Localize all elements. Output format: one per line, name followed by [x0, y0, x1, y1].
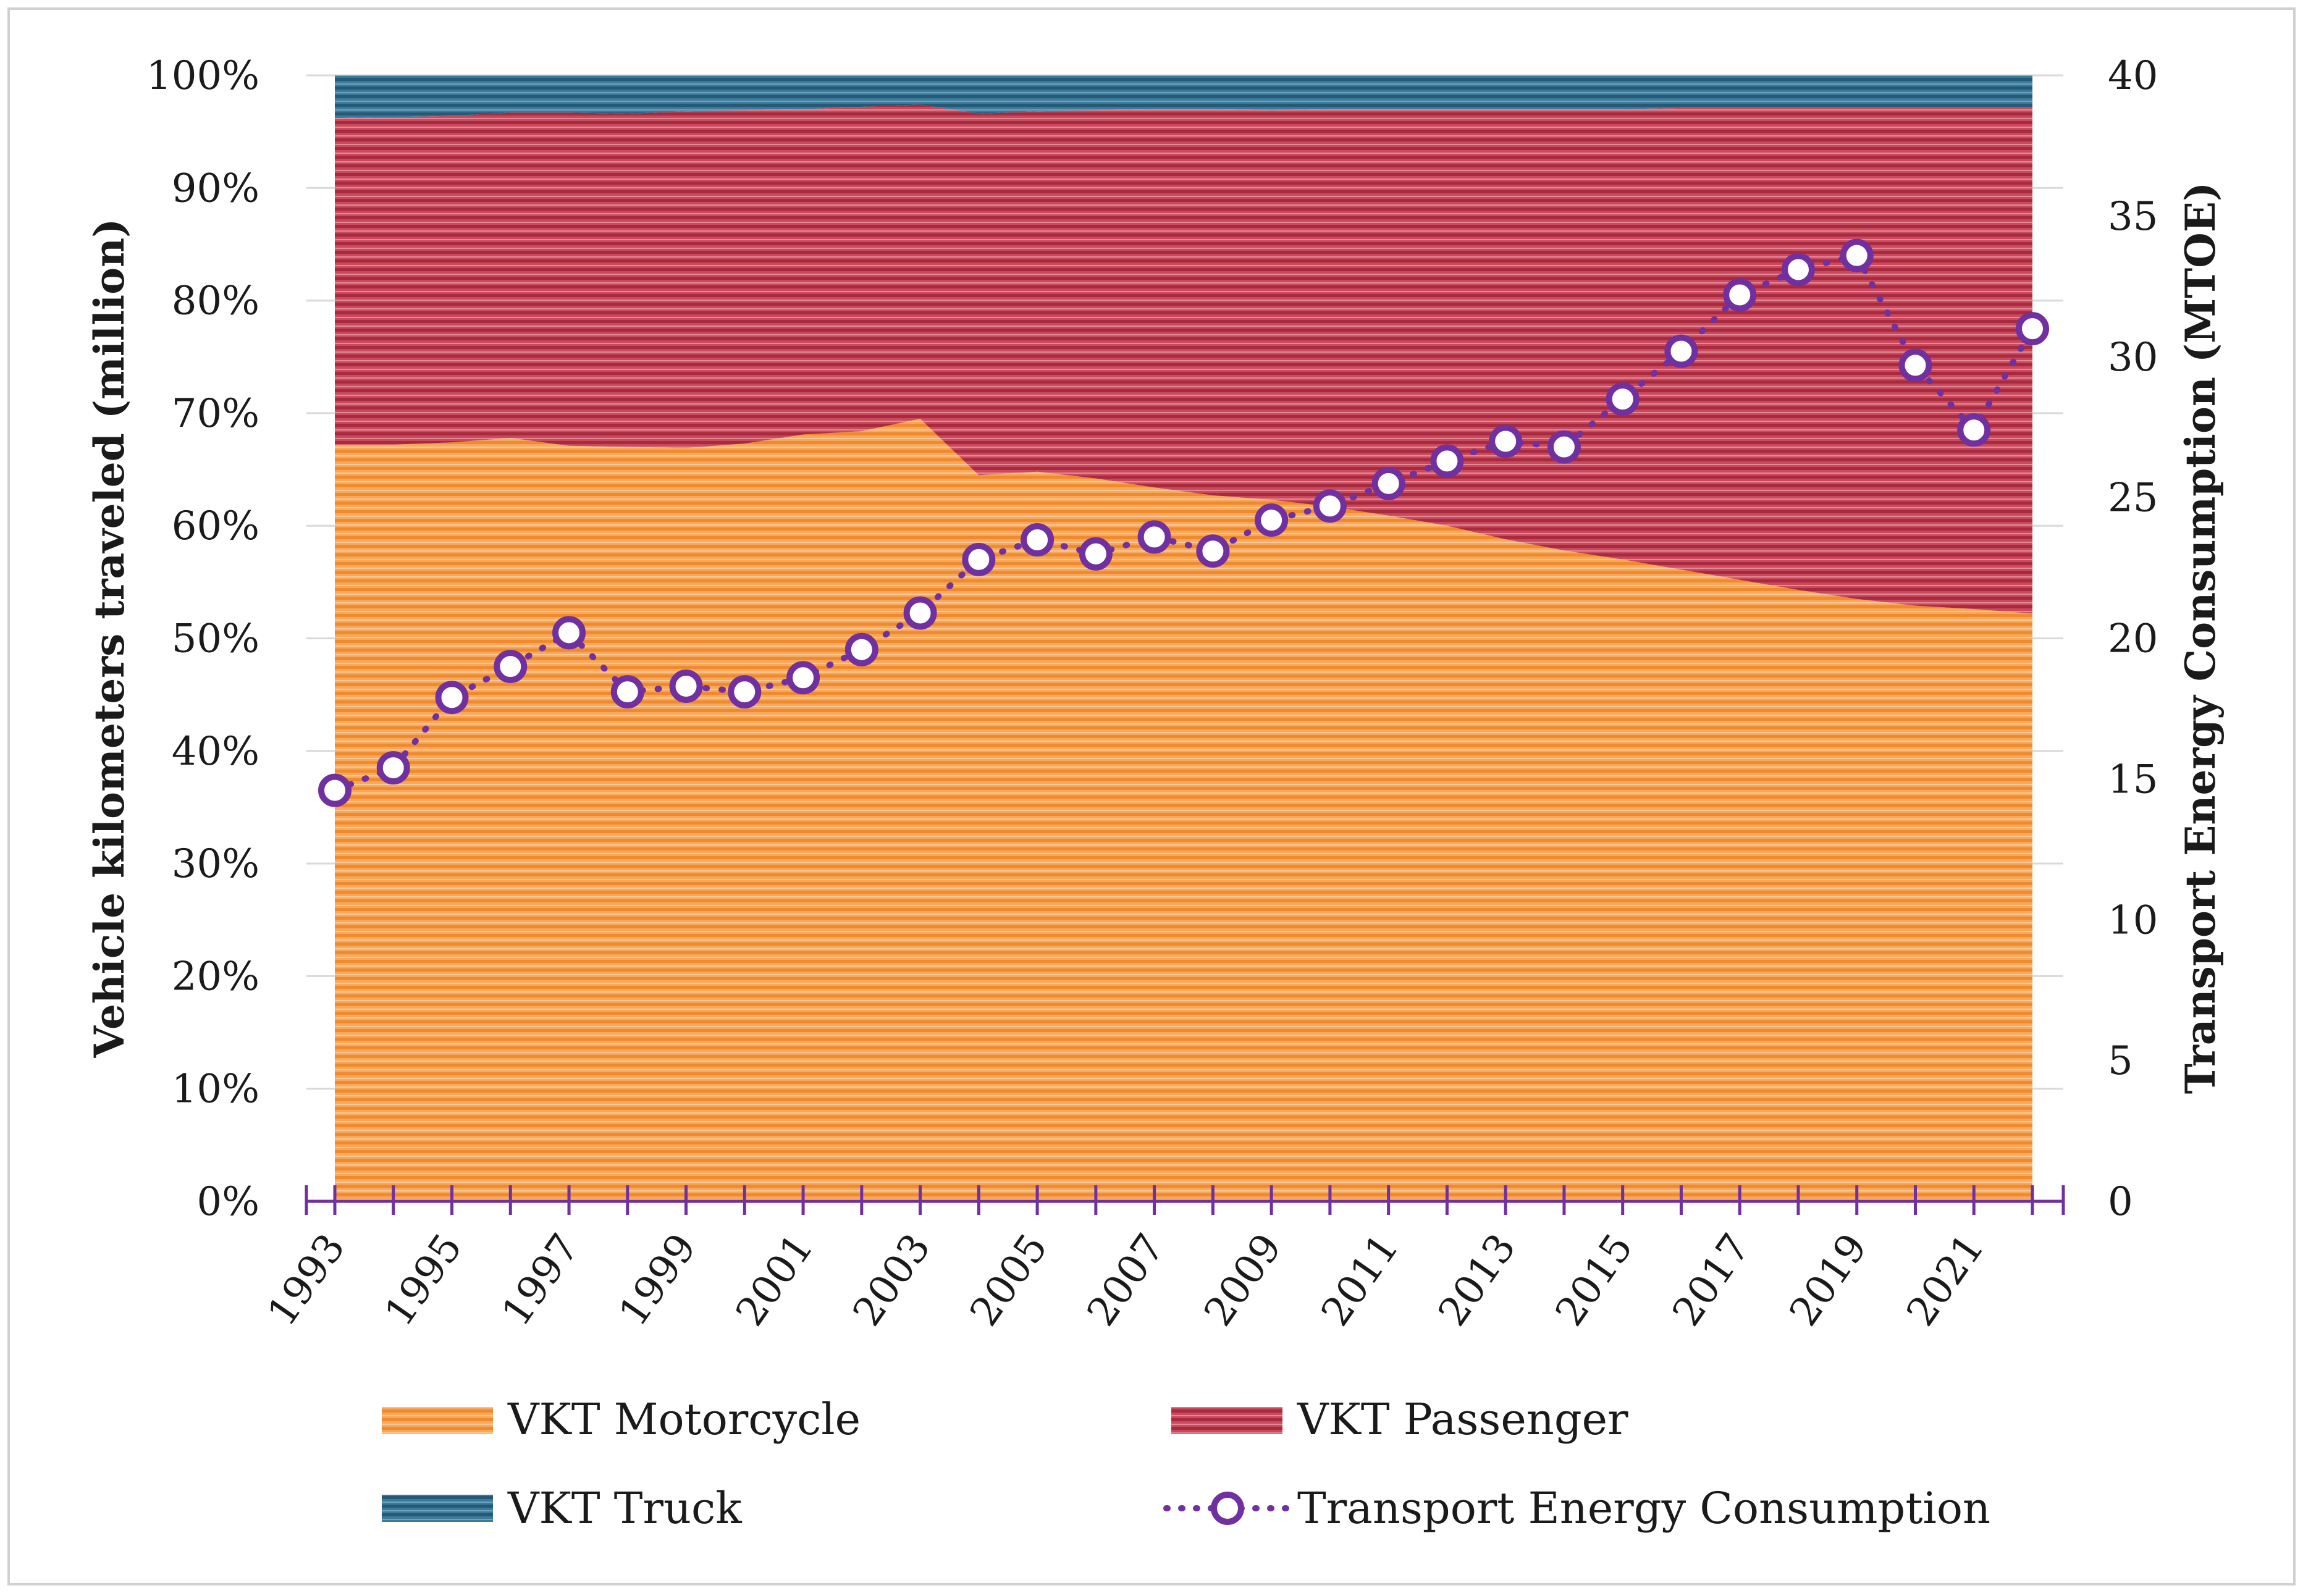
energy-point	[1489, 424, 1523, 458]
y2-axis-title: Transport Energy Consumption (MTOE)	[2176, 182, 2225, 1094]
y2-tick-label: 10	[2108, 897, 2158, 943]
energy-line	[318, 238, 2049, 807]
y-tick-label: 10%	[172, 1067, 259, 1112]
energy-point	[1898, 348, 1932, 382]
y2-tick-label: 5	[2108, 1038, 2133, 1084]
y-tick-label: 0%	[196, 1179, 259, 1225]
energy-point	[2016, 312, 2049, 346]
y2-tick-label: 35	[2108, 194, 2158, 240]
y2-axis-ticks: 0 5 10 15 20 25 30 35 40	[2108, 53, 2158, 1225]
y-tick-label: 50%	[172, 616, 259, 662]
y2-tick-label: 20	[2108, 616, 2158, 662]
energy-point	[1079, 537, 1113, 571]
energy-point	[1371, 466, 1405, 500]
y-axis-ticks: 0% 10% 20% 30% 40% 50% 60% 70% 80% 90% 100%	[146, 53, 259, 1225]
energy-point	[669, 669, 703, 703]
legend-label-motorcycle: VKT Motorcycle	[507, 1394, 861, 1445]
energy-point	[1137, 520, 1171, 554]
energy-point	[318, 773, 352, 807]
legend-label-truck: VKT Truck	[507, 1483, 742, 1534]
energy-point	[962, 542, 996, 576]
stacked-areas	[335, 75, 2032, 1201]
area-passenger	[335, 104, 2032, 614]
energy-point	[1957, 413, 1991, 447]
legend-swatch-motorcycle	[382, 1407, 493, 1434]
legend: VKT Motorcycle VKT Passenger VKT Truck T…	[382, 1394, 1990, 1534]
energy-point	[494, 650, 528, 684]
y-tick-label: 20%	[172, 954, 259, 999]
energy-point	[1781, 253, 1815, 287]
energy-point	[1664, 334, 1698, 368]
y-axis-title: Vehicle kilometers traveled (million)	[85, 219, 133, 1059]
area-truck	[335, 75, 2032, 119]
y-tick-label: 40%	[172, 729, 259, 775]
y-tick-label: 70%	[172, 391, 259, 437]
energy-point	[844, 632, 878, 666]
legend-label-passenger: VKT Passenger	[1297, 1394, 1628, 1445]
y2-tick-label: 30	[2108, 335, 2158, 380]
legend-swatch-truck	[382, 1495, 493, 1522]
axes	[305, 1185, 2065, 1215]
energy-point	[786, 661, 820, 695]
energy-point	[903, 596, 937, 630]
energy-point	[1606, 382, 1640, 416]
y-tick-label: 90%	[172, 166, 259, 211]
energy-point	[1021, 523, 1055, 556]
energy-point	[1723, 278, 1757, 312]
energy-point	[1196, 534, 1230, 568]
energy-point	[1430, 444, 1464, 478]
y-tick-label: 60%	[172, 503, 259, 549]
legend-label-energy: Transport Energy Consumption	[1297, 1483, 1990, 1534]
y-tick-label: 30%	[172, 841, 259, 887]
y-tick-label: 80%	[172, 279, 259, 324]
y2-tick-label: 15	[2108, 757, 2158, 802]
y2-tick-label: 25	[2108, 476, 2158, 521]
energy-point	[1255, 503, 1289, 537]
energy-point	[552, 616, 586, 650]
y2-tick-label: 0	[2108, 1179, 2133, 1225]
energy-point	[1547, 430, 1581, 464]
energy-point	[1840, 238, 1874, 272]
area-motorcycle	[335, 419, 2032, 1201]
y2-tick-label: 40	[2108, 53, 2158, 99]
y-tick-label: 100%	[146, 53, 259, 99]
energy-point	[610, 675, 644, 709]
legend-swatch-passenger	[1171, 1407, 1282, 1434]
energy-point	[435, 681, 469, 715]
energy-point	[376, 751, 410, 785]
energy-point	[1313, 489, 1347, 523]
energy-point	[728, 675, 762, 709]
legend-swatch-energy-marker	[1211, 1492, 1244, 1525]
